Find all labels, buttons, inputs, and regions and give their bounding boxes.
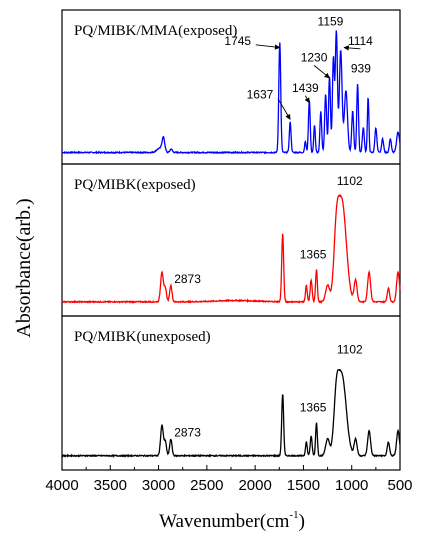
peak-annotation: 1230: [301, 50, 328, 64]
x-axis: 4000 3500 3000 2500 2000 1500 1000 500: [45, 465, 413, 494]
x-axis-label-close: ): [299, 511, 305, 532]
y-axis-label: Absorbance(arb.): [13, 198, 35, 337]
panel-label: PQ/MIBK(unexposed): [74, 329, 211, 345]
x-tick-label: 500: [387, 477, 412, 494]
series-line: [61, 368, 401, 459]
peak-annotation: 1102: [337, 343, 363, 357]
peak-annotation: 2873: [174, 425, 201, 439]
peak-annotation: 1102: [337, 174, 363, 188]
annotation-arrow: [343, 45, 361, 51]
annotation-arrow: [277, 98, 291, 120]
x-tick-label: 1000: [335, 477, 368, 494]
x-tick-label: 1500: [287, 477, 320, 494]
annotation-arrow: [255, 44, 281, 50]
peak-annotation: 2873: [174, 272, 201, 286]
peak-annotation: 1439: [292, 81, 319, 95]
series-line: [61, 30, 401, 155]
x-tick-label: 3500: [94, 477, 127, 494]
panel-label: PQ/MIBK/MMA(exposed): [74, 23, 237, 39]
x-axis-label: Wavenumber(cm-1): [159, 509, 305, 532]
peak-annotation: 1114: [348, 34, 373, 48]
x-axis-label-superscript: -1: [289, 509, 298, 521]
peak-annotation: 1745: [224, 34, 251, 48]
panel-label: PQ/MIBK(exposed): [74, 177, 196, 193]
series-line: [61, 193, 401, 305]
peak-annotation: 1159: [318, 15, 344, 29]
peak-annotation: 1365: [300, 401, 327, 415]
x-axis-label-main: Wavenumber(cm: [159, 511, 290, 532]
chart-panels: PQ/MIBK/MMA(exposed)1745 1637 1439 1230 1159…: [61, 9, 401, 471]
annotation-arrow: [313, 65, 330, 79]
x-tick-label: 4000: [45, 477, 78, 494]
peak-annotation: 1637: [247, 88, 274, 102]
x-tick-label: 2500: [190, 477, 223, 494]
panel-2: PQ/MIBK(exposed) 2873 1365 1102: [61, 163, 401, 317]
x-tick-label: 3000: [142, 477, 175, 494]
peak-annotation: 939: [351, 61, 371, 75]
x-tick-label: 2000: [238, 477, 271, 494]
annotation-arrow: [304, 95, 310, 104]
panel-3: PQ/MIBK(unexposed) 2873 1365 1102: [61, 315, 401, 471]
panel-1: PQ/MIBK/MMA(exposed)1745 1637 1439 1230 1159…: [61, 9, 401, 165]
peak-annotation: 1365: [300, 247, 327, 261]
